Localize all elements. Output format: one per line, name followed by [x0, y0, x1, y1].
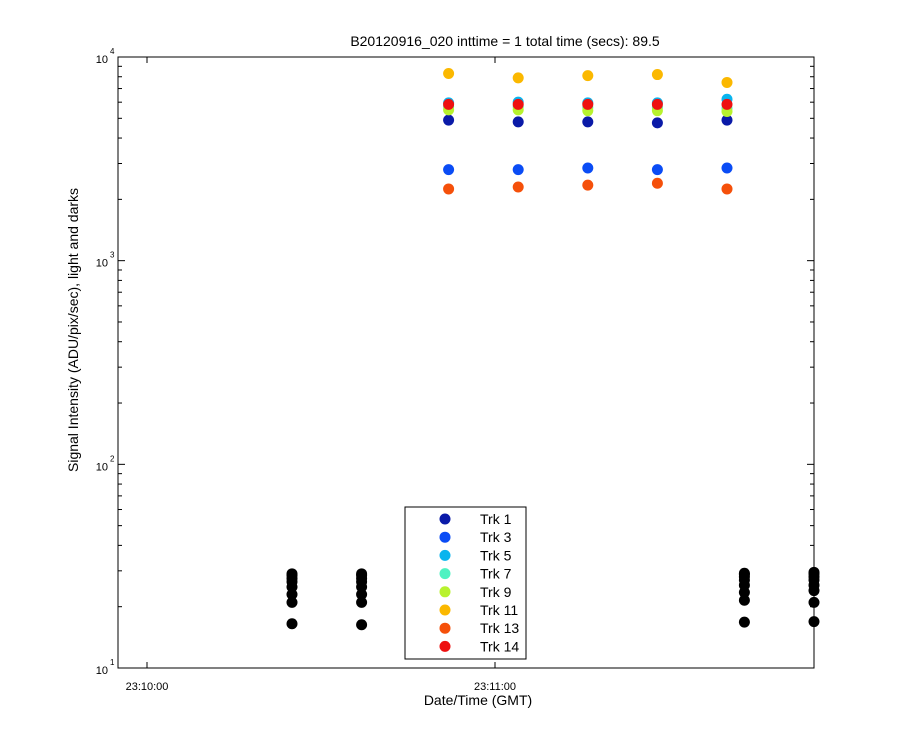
point-dark [738, 567, 750, 579]
point-dark [808, 596, 820, 608]
x-axis-label: Date/Time (GMT) [424, 692, 532, 708]
legend-label: Trk 1 [480, 511, 512, 527]
point-trk-3 [582, 162, 594, 174]
point-trk-13 [582, 179, 594, 191]
x-tick-label: 23:10:00 [126, 681, 169, 693]
point-trk-1 [721, 114, 733, 126]
data-points [286, 67, 820, 631]
y-axis-label: Signal Intensity (ADU/pix/sec), light an… [65, 188, 81, 472]
legend-marker [439, 549, 451, 561]
point-trk-13 [721, 183, 733, 195]
point-trk-3 [443, 164, 455, 176]
point-trk-1 [582, 116, 594, 128]
y-tick-label: 10 [96, 461, 108, 473]
y-tick-exponent: 4 [110, 47, 115, 56]
legend-marker [439, 586, 451, 598]
legend-marker [439, 568, 451, 580]
legend-marker [439, 622, 451, 634]
y-tick-exponent: 1 [110, 658, 115, 667]
x-tick-label: 23:11:00 [474, 681, 516, 693]
legend-marker [439, 604, 451, 616]
point-trk-11 [582, 70, 594, 82]
legend-label: Trk 13 [480, 620, 519, 636]
point-trk-13 [651, 177, 663, 189]
point-trk-1 [651, 117, 663, 129]
legend-label: Trk 11 [480, 602, 518, 618]
point-trk-1 [512, 116, 524, 128]
point-trk-11 [721, 76, 733, 88]
point-trk-13 [512, 181, 524, 193]
point-dark [356, 568, 368, 580]
point-trk-13 [443, 183, 455, 195]
point-dark [738, 594, 750, 606]
point-trk-3 [721, 162, 733, 174]
point-trk-11 [443, 67, 455, 79]
point-trk-14 [651, 98, 663, 110]
legend-marker [439, 513, 451, 525]
point-dark [738, 616, 750, 628]
y-tick-exponent: 3 [110, 251, 115, 260]
legend-marker [439, 640, 451, 652]
legend-label: Trk 7 [480, 566, 512, 582]
point-trk-3 [512, 164, 524, 176]
point-trk-14 [512, 98, 524, 110]
point-trk-14 [721, 98, 733, 110]
legend-label: Trk 9 [480, 584, 512, 600]
legend: Trk 1 Trk 3 Trk 5 Trk 7 Trk 9 Trk 11 Trk 13 Trk… [404, 506, 527, 660]
point-dark [356, 596, 368, 608]
y-tick-exponent: 2 [110, 454, 115, 463]
legend-label: Trk 5 [480, 547, 512, 563]
point-dark [808, 616, 820, 628]
point-trk-14 [582, 98, 594, 110]
point-dark [286, 618, 298, 630]
y-tick-label: 10 [96, 258, 108, 270]
point-dark [808, 566, 820, 578]
point-dark [286, 596, 298, 608]
point-trk-11 [512, 72, 524, 84]
legend-label: Trk 14 [480, 638, 519, 654]
legend-marker [439, 531, 451, 543]
point-trk-1 [443, 114, 455, 126]
chart-title: B20120916_020 inttime = 1 total time (se… [350, 33, 660, 49]
point-trk-3 [651, 164, 663, 176]
point-trk-11 [651, 69, 663, 81]
y-tick-label: 10 [96, 54, 108, 66]
legend-box [404, 506, 527, 660]
y-tick-label: 10 [96, 665, 108, 677]
point-dark [356, 619, 368, 631]
legend-label: Trk 3 [480, 529, 512, 545]
point-dark [286, 568, 298, 580]
point-trk-14 [443, 98, 455, 110]
